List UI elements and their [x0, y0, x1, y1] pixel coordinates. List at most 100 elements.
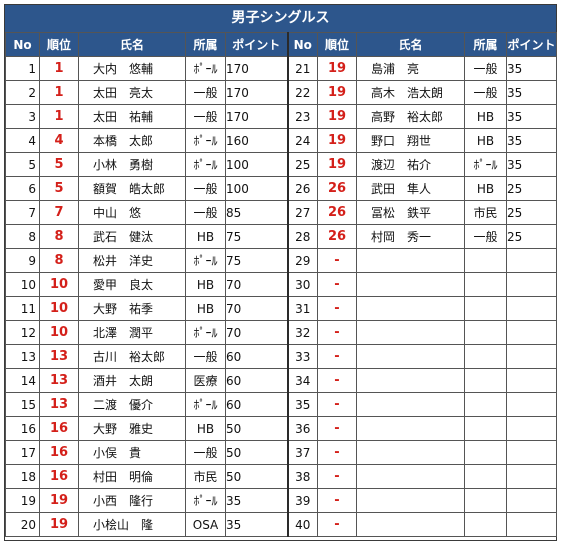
cell-points: 35: [225, 488, 288, 513]
cell-affiliation: [464, 320, 507, 345]
table-row: 5 5 小林 勇樹 ﾎﾟｰﾙ 100 25 19 渡辺 祐介 ﾎﾟｰﾙ 35: [5, 152, 557, 177]
cell-no: 29: [286, 248, 318, 273]
cell-name: 大野 雅史: [78, 416, 186, 441]
cell-points: 25: [506, 176, 557, 201]
cell-affiliation: 市民: [185, 464, 226, 489]
cell-rank: -: [317, 248, 357, 273]
cell-name: 額賀 皓太郎: [78, 176, 186, 201]
cell-rank: 10: [39, 296, 79, 321]
cell-name: 松井 洋史: [78, 248, 186, 273]
cell-affiliation: [464, 296, 507, 321]
cell-rank: 8: [39, 248, 79, 273]
cell-affiliation: [464, 392, 507, 417]
cell-affiliation: HB: [185, 272, 226, 297]
cell-affiliation: HB: [185, 224, 226, 249]
cell-no: 13: [5, 344, 40, 369]
cell-points: 35: [506, 104, 557, 129]
cell-rank: 10: [39, 320, 79, 345]
cell-name: 中山 悠: [78, 200, 186, 225]
cell-points: 60: [225, 392, 288, 417]
cell-no: 22: [286, 80, 318, 105]
cell-affiliation: [464, 248, 507, 273]
table-row: 1 1 大内 悠輔 ﾎﾟｰﾙ 170 21 19 島浦 亮一般 35: [5, 56, 557, 81]
cell-points: [506, 464, 557, 489]
cell-affiliation: ﾎﾟｰﾙ: [185, 56, 226, 81]
cell-points: 170: [225, 104, 288, 129]
cell-affiliation: OSA: [185, 512, 226, 537]
cell-no: 2: [5, 80, 40, 105]
cell-rank: 16: [39, 440, 79, 465]
header-points: ポイント: [506, 32, 557, 57]
table-row: 14 13 酒井 太朗 医療 60 34-: [5, 368, 557, 393]
cell-points: 170: [225, 80, 288, 105]
cell-rank: 19: [317, 56, 357, 81]
cell-points: 35: [506, 80, 557, 105]
cell-no: 17: [5, 440, 40, 465]
cell-no: 20: [5, 512, 40, 537]
cell-name: [356, 344, 465, 369]
cell-rank: 26: [317, 200, 357, 225]
cell-no: 11: [5, 296, 40, 321]
cell-no: 36: [286, 416, 318, 441]
cell-name: 村田 明倫: [78, 464, 186, 489]
cell-name: [356, 296, 465, 321]
cell-points: [506, 440, 557, 465]
cell-rank: 19: [39, 488, 79, 513]
cell-rank: -: [317, 440, 357, 465]
cell-name: [356, 512, 465, 537]
cell-points: [506, 296, 557, 321]
cell-name: [356, 320, 465, 345]
cell-affiliation: ﾎﾟｰﾙ: [185, 488, 226, 513]
cell-no: 25: [286, 152, 318, 177]
table-row: 3 1 太田 祐輔 一般 170 23 19 高野 裕太郎 HB 35: [5, 104, 557, 129]
table-row: 7 7 中山 悠一般 85 27 26 冨松 鉄平 市民 25: [5, 200, 557, 225]
cell-name: 武石 健汰: [78, 224, 186, 249]
cell-affiliation: ﾎﾟｰﾙ: [185, 248, 226, 273]
cell-affiliation: 一般: [464, 80, 507, 105]
cell-no: 8: [5, 224, 40, 249]
cell-no: 27: [286, 200, 318, 225]
cell-rank: -: [317, 320, 357, 345]
cell-affiliation: 一般: [185, 176, 226, 201]
cell-affiliation: [464, 368, 507, 393]
cell-rank: -: [317, 416, 357, 441]
header-points: ポイント: [225, 32, 288, 57]
table-title: 男子シングルス: [5, 5, 556, 32]
cell-points: 70: [225, 272, 288, 297]
cell-points: 50: [225, 464, 288, 489]
cell-no: 21: [286, 56, 318, 81]
table-row: 20 19 小桧山 隆 OSA 35 40-: [5, 512, 557, 537]
cell-no: 23: [286, 104, 318, 129]
cell-name: 高野 裕太郎: [356, 104, 465, 129]
cell-points: 50: [225, 440, 288, 465]
cell-name: 愛甲 良太: [78, 272, 186, 297]
cell-rank: -: [317, 272, 357, 297]
cell-name: 大内 悠輔: [78, 56, 186, 81]
cell-affiliation: [464, 440, 507, 465]
cell-no: 15: [5, 392, 40, 417]
cell-affiliation: 一般: [185, 344, 226, 369]
cell-no: 14: [5, 368, 40, 393]
table-row: 12 10 北澤 潤平 ﾎﾟｰﾙ 70 32-: [5, 320, 557, 345]
cell-name: [356, 488, 465, 513]
cell-name: 古川 裕太郎: [78, 344, 186, 369]
cell-points: 70: [225, 296, 288, 321]
cell-rank: 7: [39, 200, 79, 225]
cell-no: 3: [5, 104, 40, 129]
cell-no: 32: [286, 320, 318, 345]
cell-name: [356, 440, 465, 465]
cell-name: [356, 464, 465, 489]
cell-points: [506, 512, 557, 537]
cell-affiliation: ﾎﾟｰﾙ: [185, 320, 226, 345]
cell-no: 31: [286, 296, 318, 321]
cell-rank: 16: [39, 464, 79, 489]
cell-affiliation: [464, 416, 507, 441]
table-row: 8 8 武石 健汰 HB 75 28 26 村岡 秀一 一般 25: [5, 224, 557, 249]
cell-no: 28: [286, 224, 318, 249]
cell-no: 30: [286, 272, 318, 297]
header-rank: 順位: [317, 32, 357, 57]
table-row: 17 16 小俣 貴一般 50 37-: [5, 440, 557, 465]
cell-points: 85: [225, 200, 288, 225]
ranking-board: 男子シングルス No 順位 氏名 所属 ポイント No 順位 氏名 所属 ポイン…: [4, 4, 557, 541]
cell-rank: 19: [39, 512, 79, 537]
